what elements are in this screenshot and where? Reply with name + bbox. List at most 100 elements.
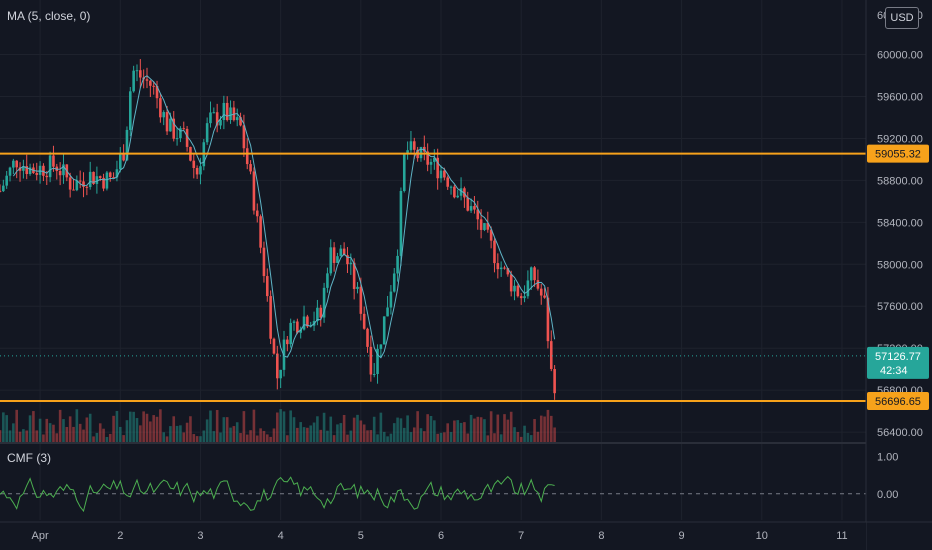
price-axis[interactable]: 60400.0060000.0059600.0059200.0058800.00… — [865, 0, 932, 550]
candle-body — [329, 247, 333, 274]
candle-body — [52, 155, 55, 167]
currency-badge[interactable]: USD — [885, 7, 919, 29]
volume-bar — [72, 426, 75, 443]
candle-body — [459, 188, 463, 196]
candle-body — [225, 102, 229, 121]
candle-body — [8, 167, 12, 176]
candle-body — [48, 155, 52, 178]
candle-body — [75, 180, 79, 191]
volume-bar — [35, 430, 39, 443]
volume-bar — [406, 415, 409, 443]
candle-body — [118, 154, 122, 170]
horizontal-levels[interactable] — [0, 152, 866, 402]
countdown-label: 42:34 — [880, 365, 908, 377]
volume-bar — [48, 423, 52, 443]
volume-bar — [68, 416, 72, 443]
volume-bar — [125, 420, 129, 443]
candle-body — [412, 141, 416, 150]
candle-body — [349, 262, 353, 265]
time-axis[interactable]: Apr 2 3 4 5 6 7 8 9 10 11 — [0, 521, 932, 550]
volume-bar — [446, 423, 450, 443]
candle-body — [105, 172, 109, 189]
volume-bar — [513, 427, 516, 443]
volume-bar — [142, 411, 145, 443]
cmf-pane — [0, 475, 866, 513]
candle-body — [369, 346, 373, 375]
ma-line — [12, 75, 556, 359]
volume-bar — [255, 435, 259, 443]
candle-body — [259, 216, 262, 248]
volume-bar — [483, 419, 486, 443]
candle-body — [499, 267, 503, 270]
candle-body — [165, 112, 169, 132]
candle-body — [25, 166, 29, 175]
candle-body — [449, 186, 453, 188]
volume-bar — [252, 409, 256, 443]
candle-body — [169, 118, 172, 132]
candle-body — [386, 307, 389, 317]
candle-body — [479, 219, 483, 230]
price-axis-bg — [866, 0, 932, 550]
candle-body — [242, 125, 246, 149]
candle-body — [95, 176, 99, 184]
volume-bar — [466, 433, 470, 443]
candle-body — [88, 171, 92, 187]
volume-bar — [139, 425, 142, 443]
candle-body — [42, 165, 45, 176]
volume-bar — [15, 409, 19, 443]
candle-body — [446, 177, 450, 187]
candle-body — [292, 321, 296, 323]
level-badge-support — [867, 391, 929, 410]
candle-body — [476, 209, 480, 220]
volume-bar — [499, 434, 503, 443]
volume-bar — [433, 420, 436, 443]
candle-body — [402, 152, 406, 191]
volume-bar — [0, 430, 2, 443]
volume-bar — [436, 433, 439, 443]
candle-body — [553, 369, 556, 394]
candle-body — [125, 129, 129, 161]
candle-body — [473, 206, 476, 210]
volume-bar — [222, 417, 226, 443]
volume-bar — [195, 436, 199, 443]
volume-bar — [423, 431, 426, 443]
volume-bar — [118, 426, 122, 443]
volume-bar — [149, 421, 152, 443]
candle-body — [129, 91, 132, 130]
volume-bar — [129, 411, 132, 443]
candle-body — [322, 287, 326, 318]
time-tick-label: 9 — [679, 530, 685, 542]
candle-body — [399, 190, 403, 256]
volume-bar — [336, 424, 339, 443]
volume-bar — [459, 422, 463, 443]
volume-bar — [199, 436, 202, 443]
volume-bar — [62, 419, 65, 443]
volume-bar — [179, 425, 182, 443]
volume-bar — [476, 416, 480, 443]
volume-bar — [412, 427, 416, 443]
volume-bar — [272, 428, 276, 443]
volume-bar — [416, 411, 419, 443]
level-badge-resistance — [867, 144, 929, 163]
volume-bar — [543, 416, 546, 443]
candle-body — [115, 169, 119, 178]
volume-bar — [302, 427, 306, 443]
candle-body — [483, 223, 486, 230]
candle-body — [58, 170, 62, 176]
volume-bar — [289, 410, 292, 443]
volume-bar — [88, 413, 92, 443]
time-tick-label: 8 — [598, 530, 604, 542]
candle-body — [98, 176, 102, 178]
price-tick-label: 58000.00 — [877, 259, 923, 271]
volume-bar — [152, 415, 155, 443]
candle-body — [108, 172, 112, 178]
cmf-legend[interactable]: CMF (3) — [7, 451, 51, 465]
ma-legend[interactable]: MA (5, close, 0) — [7, 9, 91, 23]
candle-body — [426, 151, 429, 165]
price-tick-label: 58400.00 — [877, 217, 923, 229]
candle-body — [252, 171, 256, 211]
candle-body — [439, 170, 443, 179]
volume-bar — [299, 422, 302, 443]
price-tick-label: 59600.00 — [877, 91, 923, 103]
